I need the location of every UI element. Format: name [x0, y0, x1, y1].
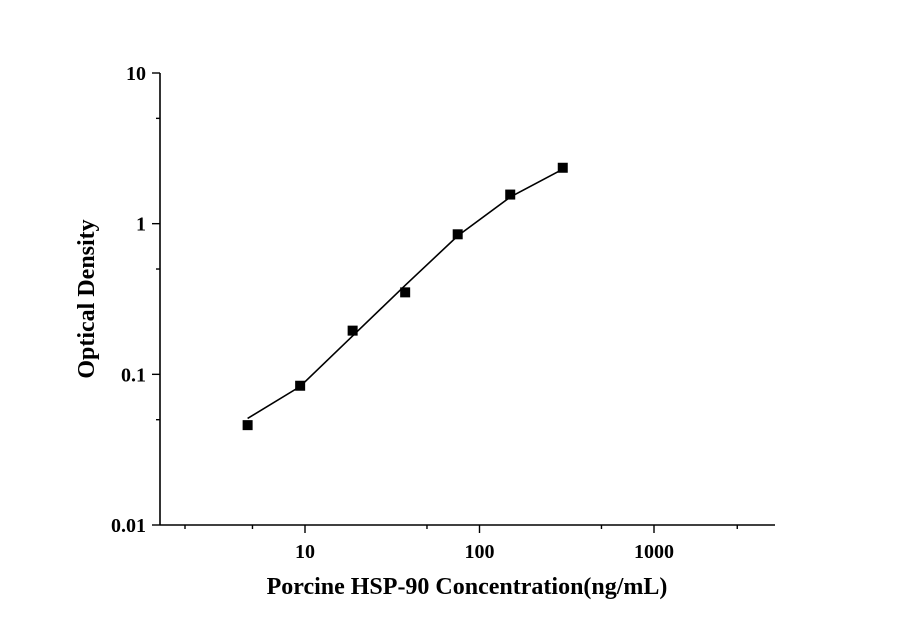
y-tick-label: 0.01	[111, 515, 146, 537]
x-tick-label: 10	[295, 541, 315, 563]
y-ticks: 0.01 0.1 1 10	[111, 63, 160, 537]
x-tick-label: 1000	[634, 541, 674, 563]
x-ticks: 10 100 1000	[184, 525, 738, 563]
y-tick-label: 0.1	[121, 364, 146, 386]
data-point-marker	[452, 229, 463, 240]
x-axis-title: Porcine HSP-90 Concentration(ng/mL)	[267, 574, 668, 600]
y-axis-title: Optical Density	[74, 219, 100, 378]
data-point-marker	[347, 325, 358, 336]
plot-area	[242, 162, 568, 431]
x-tick-label: 100	[465, 541, 495, 563]
data-point-marker	[242, 420, 253, 431]
data-point-marker	[557, 162, 568, 173]
y-tick-label: 10	[126, 63, 146, 85]
data-point-marker	[505, 189, 516, 200]
axes	[159, 73, 775, 526]
data-point-marker	[400, 287, 411, 298]
data-point-marker	[295, 380, 306, 391]
y-tick-label: 1	[136, 214, 146, 236]
